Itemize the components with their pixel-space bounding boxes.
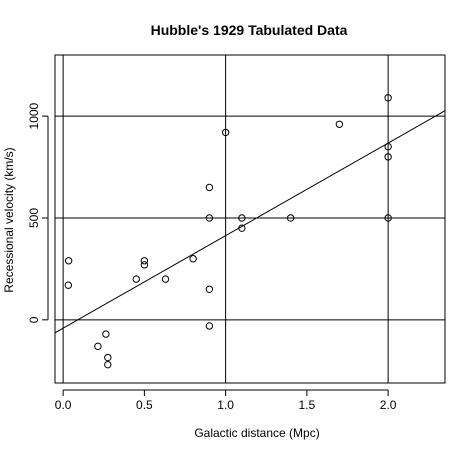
data-point (238, 214, 246, 222)
data-point (102, 330, 110, 338)
data-point (205, 285, 214, 293)
data-point (205, 214, 214, 222)
data-point (221, 128, 230, 137)
data-point (205, 183, 214, 192)
data-point (384, 214, 392, 222)
data-point (238, 224, 246, 232)
data-point (161, 275, 170, 283)
data-point (335, 120, 344, 128)
data-points (64, 94, 392, 369)
data-point (205, 322, 214, 330)
x-tick-label: 1.0 (217, 398, 234, 412)
data-point (384, 142, 392, 151)
data-point (286, 214, 295, 222)
fit-line-group (54, 110, 446, 334)
x-tick-label: 2.0 (380, 398, 397, 412)
x-axis-label: Galactic distance (Mpc) (194, 426, 319, 440)
regression-line (54, 110, 446, 334)
data-point (64, 281, 73, 289)
y-tick-label: 1000 (27, 102, 41, 129)
data-point (132, 275, 140, 283)
data-point (189, 255, 197, 263)
chart-title: Hubble's 1929 Tabulated Data (151, 22, 348, 38)
axes: 0.0 0.5 1.0 1.5 2.0 0 500 1000 (27, 102, 397, 412)
data-point (104, 360, 112, 369)
y-axis-label: Recessional velocity (km/s) (2, 147, 16, 292)
data-point (140, 261, 149, 269)
x-tick-label: 0.5 (136, 398, 153, 412)
grid-lines (55, 55, 445, 383)
x-tick-label: 1.5 (299, 398, 316, 412)
x-tick-label: 0.0 (55, 398, 72, 412)
plot-frame (54, 54, 446, 384)
y-tick-label: 500 (27, 208, 41, 228)
data-point (94, 342, 102, 351)
data-point (384, 153, 392, 161)
y-tick-label: 0 (27, 316, 41, 323)
data-point (140, 257, 149, 265)
data-point (384, 94, 392, 102)
data-point (64, 257, 73, 265)
data-point (104, 353, 112, 362)
